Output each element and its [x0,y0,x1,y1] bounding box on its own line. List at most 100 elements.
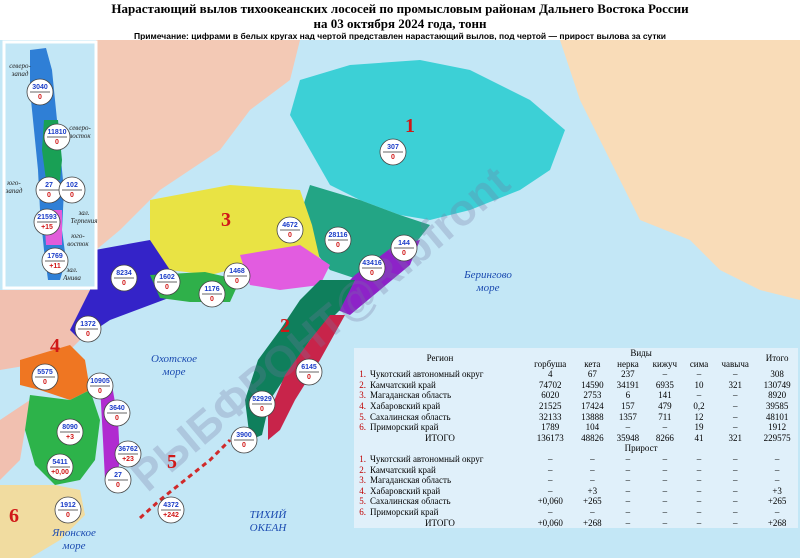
inset-label: северо- [9,62,31,70]
cell: – [662,475,668,486]
region-name: Приморский край [370,422,439,433]
cell: 0,2 [693,400,705,411]
catch-increase: 0 [288,232,292,239]
data-row: 2. Камчатский край 74702 14590 34191 6935 10 32… [354,380,798,391]
data-row: 1. Чукотский автономный округ 4 67 237 – – – 308 [354,369,798,380]
cell: – [590,475,595,486]
species-name: сима [689,358,709,369]
species-name: нерка [617,358,639,369]
title: Нарастающий вылов тихоокеанских лососей … [111,1,689,16]
catch-increase: 0 [86,331,90,338]
row-number: 6. [359,506,366,517]
cell: – [625,464,631,475]
cell: – [662,496,668,507]
catch-marker: 3640 0 [103,399,131,427]
cell: 8920 [768,390,787,401]
catch-marker: 28116 0 [324,226,352,254]
catch-marker: 8090 +3 [56,418,84,446]
catch-marker: 21593 +15 [33,208,61,236]
cell: +268 [767,517,787,528]
cell: +0,060 [537,496,563,507]
row-number: 5. [359,411,366,422]
cell: 136173 [536,432,564,443]
cell: – [732,400,738,411]
catch-total: 27 [114,472,122,479]
data-row: 3. Магаданская область – – – – – – – [354,475,798,486]
cell: 19 [694,422,704,433]
sea-label: море [62,540,86,552]
cell: 308 [770,369,784,380]
cell: – [732,369,738,380]
cell: – [732,422,738,433]
catch-increase: 0 [391,154,395,161]
catch-total: 4672 [282,222,298,229]
catch-total: 3900 [236,432,252,439]
catch-total: 1912 [60,502,76,509]
catch-marker: 1602 0 [153,268,181,296]
catch-increase: 0 [235,278,239,285]
catch-marker: 270 [35,176,63,204]
region-number: 2 [280,315,290,337]
cell: – [547,464,553,475]
region-name: Магаданская область [370,475,452,486]
cell: 21525 [538,400,562,411]
cell: 237 [621,369,635,380]
catch-increase: +15 [41,224,53,231]
region-header: Регион [426,353,454,364]
catch-marker: 43416 0 [358,254,386,282]
cell: 39585 [765,400,789,411]
total-row: ИТОГО 136173 48826 35948 8266 41 321 229575 [354,433,798,444]
row-number: 2. [359,464,366,475]
cell: – [625,485,631,496]
cell: – [625,453,631,464]
catch-total: 4372 [163,502,179,509]
inset-label: запад [5,187,23,195]
cell: – [662,517,668,528]
cell: 104 [585,422,600,433]
cell: – [662,485,668,496]
inset-label: восток [69,132,91,140]
cell: – [662,369,668,380]
region-chukotka [290,60,565,220]
note: Примечание: цифрами в белых кругах над ч… [133,31,667,41]
cell: 321 [728,432,742,443]
catch-marker: 1372 0 [74,315,102,343]
inset-label: Терпения [70,217,97,225]
cell: 8266 [655,432,674,443]
cell: – [662,464,668,475]
catch-marker: 6145 0 [295,358,323,386]
catch-increase: +11 [49,263,61,270]
catch-marker: 1176 0 [198,280,226,308]
row-number: 1. [359,453,366,464]
species-name: горбуша [534,358,567,369]
cell: 6 [625,390,631,401]
cell: 157 [621,400,635,411]
cell: – [774,475,780,486]
data-row: 5. Сахалинская область 32133 13888 1357 711 12… [354,412,798,423]
cell: – [590,464,595,475]
cell: 479 [658,400,672,411]
cell: 1789 [541,422,560,433]
cell: – [732,475,738,486]
catch-increase: 0 [370,270,374,277]
row-number: 1. [359,369,366,380]
cell: 74702 [538,379,562,390]
region-number: 3 [221,209,231,231]
cell: – [696,475,702,486]
sea-label: Японское [51,527,96,539]
growth-header: Прирост [624,443,658,454]
cell: 321 [728,379,742,390]
region-khabarovsk [70,240,190,340]
catch-total: 6145 [301,364,317,371]
cell: – [732,485,738,496]
subtitle: на 03 октября 2024 года, тонн [313,16,487,31]
data-row: 4. Хабаровский край 21525 17424 157 479 0,2 – 39… [354,401,798,412]
spacer [354,443,526,454]
catch-marker: 5411 +0,00 [46,453,74,481]
data-row: 3. Магаданская область 6020 2753 6 141 – – 8920 [354,390,798,401]
catch-increase: 0 [55,139,59,146]
catch-marker: 8234 0 [110,264,138,292]
catch-increase: 0 [98,388,102,395]
